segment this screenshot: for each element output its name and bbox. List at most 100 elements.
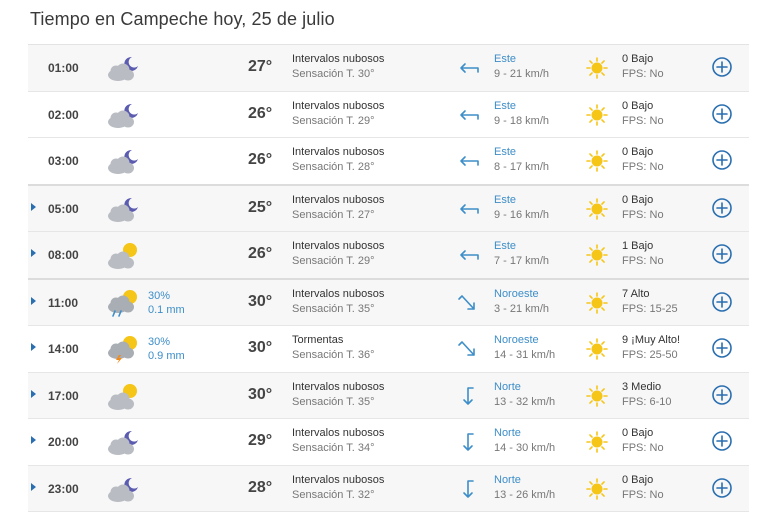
precip-amount: 0.9 mm <box>148 350 185 362</box>
condition: Intervalos nubosos Sensación T. 27° <box>292 193 384 223</box>
wind-info: Norte 14 - 30 km/h <box>494 426 555 456</box>
expand-plus-icon[interactable] <box>712 291 732 312</box>
uv-sun-icon <box>586 384 608 407</box>
fps-value: FPS: 6-10 <box>622 395 672 408</box>
wind-direction: Este <box>494 99 517 112</box>
forecast-row: 01:00 27° Intervalos nubosos Sensación T. 3… <box>28 45 749 92</box>
uv-info: 3 Medio FPS: 6-10 <box>622 380 672 410</box>
hourly-forecast-table: 01:00 27° Intervalos nubosos Sensación T. 3… <box>28 44 749 512</box>
night-cloud-icon <box>108 197 138 222</box>
wind-arrow-down-icon <box>463 479 474 498</box>
wind-arrow-down-icon <box>463 433 474 451</box>
uv-index: 0 Bajo <box>622 146 654 158</box>
feels-like: Sensación T. 27° <box>292 208 375 221</box>
expand-plus-icon[interactable] <box>712 244 732 264</box>
sun-cloud-icon <box>108 383 137 410</box>
expand-caret-icon[interactable] <box>31 389 36 398</box>
feels-like: Sensación T. 29° <box>292 255 375 267</box>
expand-plus-icon[interactable] <box>712 57 732 77</box>
forecast-row: 03:00 26° Intervalos nubosos Sensación T. 2… <box>28 138 749 186</box>
wind-speed: 13 - 32 km/h <box>494 395 556 408</box>
night-cloud-icon <box>108 477 138 502</box>
expand-plus-icon[interactable] <box>712 150 732 170</box>
feels-like: Sensación T. 36° <box>292 349 375 361</box>
uv-info: 1 Bajo FPS: No <box>622 239 664 269</box>
wind-arrow-left-icon <box>460 203 479 214</box>
expand-caret-icon[interactable] <box>31 436 36 444</box>
night-cloud-icon <box>108 103 138 128</box>
expand-caret-icon[interactable] <box>31 482 36 491</box>
condition: Intervalos nubosos Sensación T. 29° <box>292 99 384 129</box>
wind-speed: 7 - 17 km/h <box>494 255 550 267</box>
condition-text: Intervalos nubosos <box>292 99 385 112</box>
wind-info: Noroeste 14 - 31 km/h <box>494 333 555 363</box>
wind-direction: Norte <box>494 427 521 439</box>
temperature: 26° <box>248 151 273 168</box>
temperature: 26° <box>248 245 273 262</box>
condition: Intervalos nubosos Sensación T. 29° <box>292 239 384 269</box>
condition-text: Intervalos nubosos <box>292 193 385 206</box>
hour-label: 01:00 <box>48 61 79 75</box>
wind-speed: 3 - 21 km/h <box>494 302 550 315</box>
expand-caret-icon[interactable] <box>31 202 36 211</box>
wind-arrow-southeast-icon <box>458 341 475 356</box>
wind-info: Este 9 - 18 km/h <box>494 99 549 129</box>
precip-amount: 0.1 mm <box>148 303 185 316</box>
wind-info: Este 8 - 17 km/h <box>494 145 549 175</box>
precip-probability: 30% <box>148 289 171 302</box>
night-cloud-icon <box>108 149 138 174</box>
wind-speed: 9 - 16 km/h <box>494 208 550 221</box>
condition: Intervalos nubosos Sensación T. 28° <box>292 145 384 175</box>
hour-label: 14:00 <box>48 342 79 356</box>
precip-probability: 30% <box>148 336 171 348</box>
temperature: 27° <box>248 58 273 75</box>
condition: Intervalos nubosos Sensación T. 34° <box>292 426 384 456</box>
hour-label: 05:00 <box>48 201 79 216</box>
wind-info: Este 7 - 17 km/h <box>494 239 549 269</box>
condition-text: Intervalos nubosos <box>292 473 385 486</box>
uv-index: 7 Alto <box>622 287 650 300</box>
expand-plus-icon[interactable] <box>712 384 732 405</box>
condition-text: Intervalos nubosos <box>292 146 385 158</box>
forecast-row: 02:00 26° Intervalos nubosos Sensación T. 2… <box>28 91 749 138</box>
expand-plus-icon[interactable] <box>712 338 732 358</box>
fps-value: FPS: 25-50 <box>622 349 678 361</box>
fps-value: FPS: No <box>622 442 664 454</box>
condition-text: Intervalos nubosos <box>292 53 385 65</box>
expand-plus-icon[interactable] <box>712 431 732 451</box>
fps-value: FPS: No <box>622 208 664 221</box>
expand-plus-icon[interactable] <box>712 197 732 218</box>
uv-info: 0 Bajo FPS: No <box>622 52 664 82</box>
expand-plus-icon[interactable] <box>712 477 732 498</box>
wind-info: Este 9 - 16 km/h <box>494 193 549 223</box>
wind-arrow-left-icon <box>460 250 479 260</box>
condition: Intervalos nubosos Sensación T. 32° <box>292 473 384 503</box>
uv-index: 0 Bajo <box>622 99 654 112</box>
night-cloud-icon <box>108 56 138 81</box>
uv-index: 0 Bajo <box>622 427 654 439</box>
sun-rain-icon <box>108 289 137 317</box>
wind-speed: 8 - 17 km/h <box>494 161 550 173</box>
forecast-row: 11:00 30% 0.1 mm 30° Intervalos nubosos Sensa… <box>28 279 749 326</box>
wind-arrow-down-icon <box>463 386 474 405</box>
temperature: 25° <box>248 198 273 216</box>
hour-label: 11:00 <box>48 295 79 310</box>
expand-caret-icon[interactable] <box>31 343 36 351</box>
expand-caret-icon[interactable] <box>31 249 36 257</box>
forecast-row: 14:00 30% 0.9 mm 30° Tormentas Sensación T. 3… <box>28 326 749 373</box>
uv-sun-icon <box>586 150 608 172</box>
wind-speed: 13 - 26 km/h <box>494 488 556 501</box>
uv-info: 0 Bajo FPS: No <box>622 473 664 503</box>
uv-sun-icon <box>586 197 608 220</box>
hour-label: 17:00 <box>48 388 79 403</box>
wind-direction: Norte <box>494 380 521 393</box>
uv-sun-icon <box>586 338 608 360</box>
condition: Intervalos nubosos Sensación T. 35° <box>292 380 384 410</box>
feels-like: Sensación T. 30° <box>292 68 375 80</box>
expand-caret-icon[interactable] <box>31 296 36 305</box>
hour-label: 03:00 <box>48 154 79 168</box>
condition-text: Intervalos nubosos <box>292 380 385 393</box>
wind-speed: 14 - 31 km/h <box>494 349 556 361</box>
expand-plus-icon[interactable] <box>712 103 732 124</box>
wind-arrow-left-icon <box>460 63 479 73</box>
